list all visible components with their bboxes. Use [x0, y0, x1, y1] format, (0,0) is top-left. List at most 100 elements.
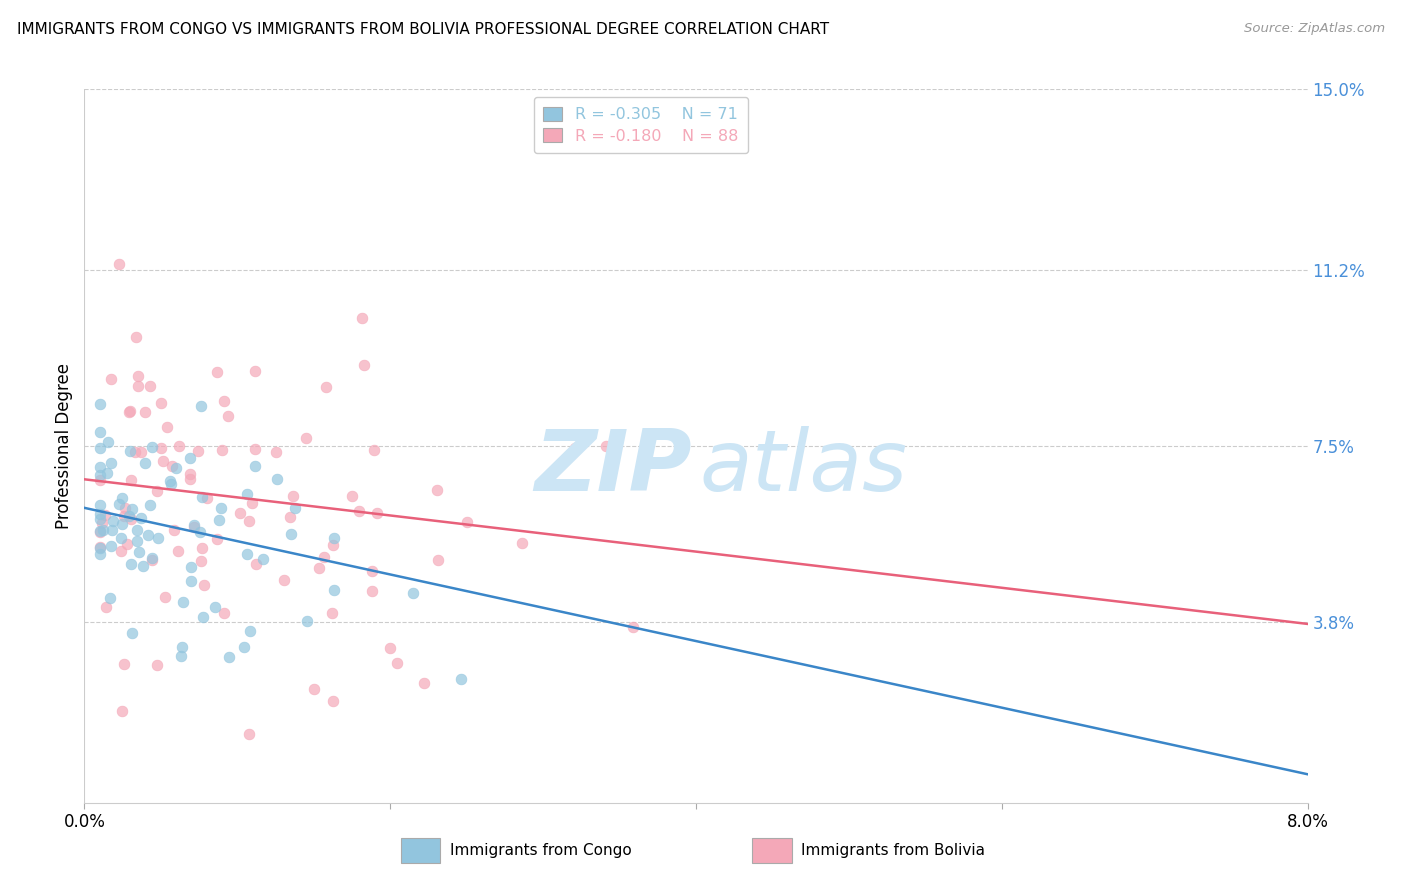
Point — [89, 474, 111, 488]
Point — [89, 498, 111, 512]
Point — [239, 624, 262, 638]
Point — [266, 472, 288, 486]
Point — [110, 531, 132, 545]
Point — [101, 523, 124, 537]
Point — [134, 456, 156, 470]
Point — [211, 443, 233, 458]
Point — [190, 524, 212, 539]
Point — [426, 483, 449, 498]
Point — [366, 506, 388, 520]
Point — [146, 483, 169, 498]
Point — [89, 397, 111, 411]
Point — [153, 590, 176, 604]
Point — [91, 524, 114, 538]
Point — [118, 404, 141, 418]
Point — [280, 527, 302, 541]
Point — [121, 625, 143, 640]
Point — [350, 310, 373, 325]
Point — [156, 420, 179, 434]
Point — [340, 489, 363, 503]
Point — [121, 502, 143, 516]
Point — [152, 454, 174, 468]
Point — [360, 565, 382, 579]
Point — [146, 531, 169, 545]
Point — [380, 641, 402, 656]
Point — [183, 517, 205, 532]
Point — [146, 658, 169, 673]
Point — [100, 539, 122, 553]
Point — [385, 656, 408, 670]
Point — [96, 435, 118, 450]
Point — [103, 514, 125, 528]
Point — [134, 405, 156, 419]
Point — [233, 640, 256, 654]
Point — [114, 500, 136, 515]
Point — [308, 561, 330, 575]
Point — [284, 501, 307, 516]
Point — [118, 405, 141, 419]
Point — [187, 443, 209, 458]
Point — [112, 657, 135, 672]
Point — [360, 583, 382, 598]
Point — [323, 582, 346, 597]
Point — [278, 510, 301, 524]
Text: Source: ZipAtlas.com: Source: ZipAtlas.com — [1244, 22, 1385, 36]
Point — [89, 540, 111, 554]
Point — [179, 472, 201, 486]
Point — [353, 358, 375, 372]
Point — [283, 489, 305, 503]
Point — [322, 538, 344, 552]
Point — [167, 544, 190, 558]
Point — [238, 514, 260, 528]
Point — [190, 541, 212, 555]
Point — [427, 553, 450, 567]
Point — [128, 545, 150, 559]
Point — [120, 512, 142, 526]
Point — [456, 515, 478, 529]
Point — [183, 520, 205, 534]
Point — [172, 640, 194, 655]
Point — [131, 511, 153, 525]
Point — [347, 504, 370, 518]
Point — [191, 609, 214, 624]
Point — [150, 441, 173, 455]
Point — [136, 528, 159, 542]
Point — [212, 394, 235, 409]
Point — [108, 257, 131, 271]
Point — [141, 553, 163, 567]
Point — [149, 395, 172, 409]
Point — [159, 474, 181, 488]
Point — [302, 682, 325, 697]
Point — [315, 379, 337, 393]
Point — [273, 573, 295, 587]
Point — [245, 442, 267, 456]
Point — [179, 451, 201, 466]
Point — [110, 543, 132, 558]
Point — [205, 365, 228, 379]
Point — [321, 606, 343, 620]
Point — [89, 442, 111, 456]
Point — [238, 727, 260, 741]
Point — [93, 508, 115, 522]
Point — [141, 440, 163, 454]
Point — [163, 523, 186, 537]
Point — [131, 445, 153, 459]
Point — [127, 369, 149, 384]
Point — [160, 458, 183, 473]
Point — [118, 509, 141, 524]
Point — [243, 458, 266, 473]
Point — [595, 439, 617, 453]
Point — [89, 524, 111, 538]
Point — [217, 409, 239, 424]
Point — [120, 473, 142, 487]
Point — [89, 512, 111, 526]
Point — [180, 574, 202, 588]
Point — [235, 547, 257, 561]
Point — [190, 554, 212, 568]
Point — [89, 425, 111, 439]
Point — [125, 533, 148, 548]
Point — [322, 694, 344, 708]
Point — [564, 441, 586, 455]
Point — [195, 491, 218, 506]
Point — [94, 599, 117, 614]
